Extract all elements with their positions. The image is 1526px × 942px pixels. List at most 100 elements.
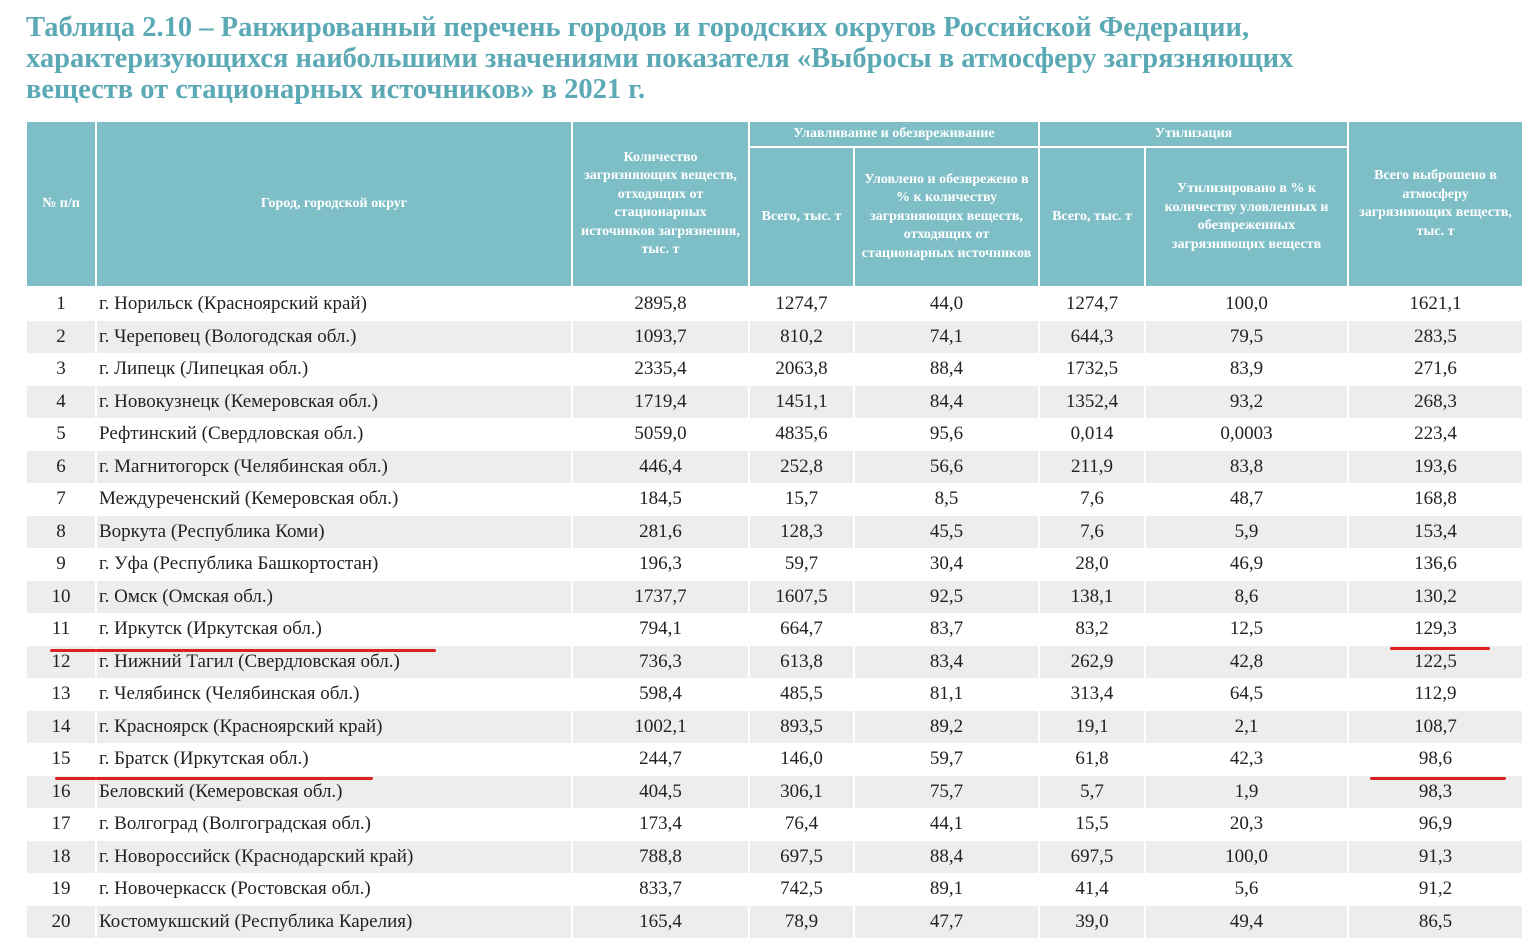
city-cell: г. Новороссийск (Краснодарский край)	[95, 840, 573, 873]
cell: 75,7	[852, 775, 1041, 808]
cell: 736,3	[571, 645, 750, 678]
cell: 88,4	[852, 840, 1041, 873]
cell: 74,1	[852, 320, 1041, 353]
cell: 9	[25, 548, 97, 581]
cell: 7,6	[1038, 483, 1147, 516]
title-line: характеризующихся наибольшими значениями…	[26, 43, 1294, 74]
table-header: № п/п Город, городской округ Количество …	[25, 120, 1525, 288]
city-cell: г. Магнитогорск (Челябинская обл.)	[95, 450, 573, 483]
cell: 244,7	[571, 743, 750, 776]
table-row: 8 Воркута (Республика Коми) 281,6 128,3 45,5…	[25, 515, 1525, 548]
cell: 7	[25, 483, 97, 516]
header-cell: Уловлено и обезврежено в % к количеству …	[852, 146, 1041, 288]
cell: 5,9	[1144, 515, 1350, 548]
cell: 5,6	[1144, 873, 1350, 906]
cell: 44,1	[852, 808, 1041, 841]
cell: 83,7	[852, 613, 1041, 646]
cell: 810,2	[748, 320, 855, 353]
cell: 283,5	[1347, 320, 1525, 353]
cell: 16	[25, 775, 97, 808]
cell: 136,6	[1347, 548, 1525, 581]
cell: 88,4	[852, 353, 1041, 386]
city-cell: г. Иркутск (Иркутская обл.)	[95, 613, 573, 646]
cell: 91,3	[1347, 840, 1525, 873]
cell: 3	[25, 353, 97, 386]
city-cell: г. Челябинск (Челябинская обл.)	[95, 678, 573, 711]
cell: 193,6	[1347, 450, 1525, 483]
cell: 4	[25, 385, 97, 418]
title-line: веществ от стационарных источников» в 20…	[26, 74, 646, 105]
cell: 15,5	[1038, 808, 1147, 841]
cell: 20	[25, 905, 97, 938]
table-row: 13 г. Челябинск (Челябинская обл.) 598,4 48…	[25, 678, 1525, 711]
cell: 83,9	[1144, 353, 1350, 386]
cell: 12,5	[1144, 613, 1350, 646]
city-cell: г. Норильск (Красноярский край)	[95, 287, 573, 321]
table-row: 19 г. Новочеркасск (Ростовская обл.) 833,7…	[25, 873, 1525, 906]
table-row: 17 г. Волгоград (Волгоградская обл.) 173,4…	[25, 808, 1525, 841]
cell: 1274,7	[748, 287, 855, 321]
table-row: 18 г. Новороссийск (Краснодарский край) 78…	[25, 840, 1525, 873]
cell: 2	[25, 320, 97, 353]
table-row: 14 г. Красноярск (Красноярский край) 1002,…	[25, 710, 1525, 743]
cell: 129,3	[1347, 613, 1525, 646]
cell: 6	[25, 450, 97, 483]
header-group: Утилизация	[1038, 120, 1350, 148]
cell: 10	[25, 580, 97, 613]
red-underline	[1390, 647, 1490, 650]
cell: 404,5	[571, 775, 750, 808]
cell: 1093,7	[571, 320, 750, 353]
cell: 7,6	[1038, 515, 1147, 548]
cell: 1607,5	[748, 580, 855, 613]
cell: 49,4	[1144, 905, 1350, 938]
cell: 833,7	[571, 873, 750, 906]
city-cell: г. Братск (Иркутская обл.)	[95, 743, 573, 776]
header-cell: № п/п	[25, 120, 97, 288]
cell: 5059,0	[571, 418, 750, 451]
cell: 89,2	[852, 710, 1041, 743]
cell: 83,4	[852, 645, 1041, 678]
red-underline	[55, 777, 373, 780]
cell: 165,4	[571, 905, 750, 938]
cell: 146,0	[748, 743, 855, 776]
header-cell: Всего, тыс. т	[1038, 146, 1147, 288]
cell: 59,7	[852, 743, 1041, 776]
cell: 1719,4	[571, 385, 750, 418]
cell: 108,7	[1347, 710, 1525, 743]
cell: 268,3	[1347, 385, 1525, 418]
cell: 313,4	[1038, 678, 1147, 711]
cell: 173,4	[571, 808, 750, 841]
city-cell: Междуреченский (Кемеровская обл.)	[95, 483, 573, 516]
cell: 742,5	[748, 873, 855, 906]
cell: 19,1	[1038, 710, 1147, 743]
table-row: 6 г. Магнитогорск (Челябинская обл.) 446,4…	[25, 450, 1525, 483]
cell: 598,4	[571, 678, 750, 711]
cell: 89,1	[852, 873, 1041, 906]
table-body: 1 г. Норильск (Красноярский край) 2895,8 12…	[25, 287, 1525, 938]
title-line: Таблица 2.10 – Ранжированный перечень го…	[26, 12, 1250, 43]
cell: 98,3	[1347, 775, 1525, 808]
city-cell: г. Новочеркасск (Ростовская обл.)	[95, 873, 573, 906]
cell: 794,1	[571, 613, 750, 646]
title: Таблица 2.10 – Ранжированный перечень го…	[26, 12, 1293, 105]
city-cell: Беловский (Кемеровская обл.)	[95, 775, 573, 808]
cell: 13	[25, 678, 97, 711]
cell: 61,8	[1038, 743, 1147, 776]
cell: 184,5	[571, 483, 750, 516]
cell: 788,8	[571, 840, 750, 873]
cell: 2335,4	[571, 353, 750, 386]
cell: 1002,1	[571, 710, 750, 743]
cell: 2063,8	[748, 353, 855, 386]
cell: 485,5	[748, 678, 855, 711]
table-row: 16 Беловский (Кемеровская обл.) 404,5 306,1…	[25, 775, 1525, 808]
cell: 130,2	[1347, 580, 1525, 613]
cell: 78,9	[748, 905, 855, 938]
cell: 95,6	[852, 418, 1041, 451]
cell: 83,2	[1038, 613, 1147, 646]
cell: 1732,5	[1038, 353, 1147, 386]
cell: 4835,6	[748, 418, 855, 451]
cell: 15,7	[748, 483, 855, 516]
table-row: 20 Костомукшский (Республика Карелия) 165,…	[25, 905, 1525, 938]
cell: 14	[25, 710, 97, 743]
